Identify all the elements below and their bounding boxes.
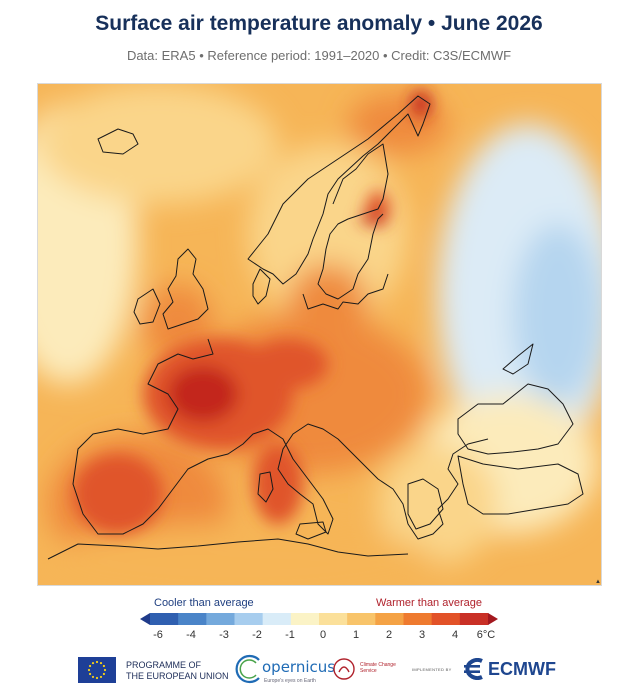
legend-swatch bbox=[178, 613, 207, 625]
iberia-hot bbox=[73, 454, 163, 534]
legend-swatch bbox=[375, 613, 404, 625]
map-canvas: ▲ bbox=[38, 84, 601, 585]
eu-star-icon bbox=[87, 668, 91, 672]
legend-swatch bbox=[347, 613, 376, 625]
legend-tick-label: 2 bbox=[385, 629, 393, 641]
page-subtitle: Data: ERA5 • Reference period: 1991–2020… bbox=[126, 48, 512, 63]
legend-swatch bbox=[403, 613, 433, 625]
coast-iceland bbox=[97, 128, 139, 155]
coast-denmark bbox=[252, 268, 271, 305]
eu-line-1: PROGRAMME OF bbox=[126, 660, 202, 670]
eu-star-icon bbox=[88, 672, 92, 676]
legend-swatch bbox=[234, 613, 264, 625]
legend-tick-label: -4 bbox=[186, 629, 196, 641]
legend-swatch bbox=[431, 613, 461, 625]
legend-tick-label: -2 bbox=[252, 629, 262, 641]
coast-crimea bbox=[502, 343, 534, 375]
legend-tick-label: 4 bbox=[451, 629, 459, 641]
coast-greece bbox=[407, 478, 444, 530]
eu-line-2: THE EUROPEAN UNION bbox=[126, 671, 229, 681]
east-cooler-area bbox=[513, 224, 601, 404]
kola-very-hot bbox=[411, 90, 431, 118]
legend-cool-label: Cooler than average bbox=[154, 597, 254, 609]
legend-swatch bbox=[319, 613, 348, 625]
legend-tick-label: 3 bbox=[418, 629, 426, 641]
baltic-warm bbox=[288, 264, 368, 344]
map-corner-mark: ▲ bbox=[595, 579, 601, 585]
copernicus-tagline: Europe's eyes on Earth bbox=[264, 678, 316, 684]
germany-hot bbox=[248, 339, 328, 389]
legend-tick-label: 1 bbox=[352, 629, 360, 641]
legend-arrow-cold bbox=[140, 613, 150, 625]
coast-british bbox=[162, 248, 209, 330]
coast-baltic bbox=[302, 273, 389, 310]
logo-bar: PROGRAMME OF THE EUROPEAN UNION opernicu… bbox=[0, 650, 638, 690]
coast-sicily bbox=[295, 521, 327, 540]
anomaly-map: ▲ bbox=[37, 83, 602, 586]
coast-scandinavia bbox=[247, 95, 431, 285]
scandinavia-band bbox=[248, 144, 408, 324]
eu-star-icon bbox=[88, 664, 92, 668]
coast-turkey bbox=[457, 455, 584, 515]
legend-swatch bbox=[262, 613, 292, 625]
gulf-very-hot bbox=[359, 214, 387, 224]
eu-star-icon bbox=[91, 675, 95, 679]
legend-swatch bbox=[150, 613, 179, 625]
coast-sardinia bbox=[257, 471, 274, 503]
legend-tick-label: 6°C bbox=[476, 629, 496, 641]
atlantic-north bbox=[38, 84, 278, 204]
coast-finland bbox=[317, 143, 389, 300]
legend-swatch bbox=[206, 613, 235, 625]
copernicus-wordmark: opernicus bbox=[262, 658, 336, 676]
coast-north-africa bbox=[47, 538, 409, 560]
ecmwf-logo-icon bbox=[464, 658, 483, 680]
copernicus-logo-icon bbox=[235, 654, 260, 684]
eu-star-icon bbox=[102, 672, 106, 676]
france-very-hot bbox=[168, 366, 238, 422]
eu-star-icon bbox=[102, 664, 106, 668]
eu-star-icon bbox=[95, 660, 99, 664]
legend-arrow-hot bbox=[488, 613, 498, 625]
legend-tick-label: 0 bbox=[319, 629, 327, 641]
balkans-region bbox=[378, 444, 498, 564]
c3s-logo-icon bbox=[333, 658, 355, 680]
eu-star-icon bbox=[95, 676, 99, 680]
coast-ireland bbox=[133, 288, 161, 325]
implemented-by-text: IMPLEMENTED BY bbox=[412, 667, 452, 672]
c3s-text: Climate Change Service bbox=[360, 662, 396, 674]
ecmwf-wordmark: ECMWF bbox=[488, 659, 556, 679]
coast-black-sea bbox=[457, 383, 574, 455]
eu-star-icon bbox=[99, 661, 103, 665]
eu-star-icon bbox=[91, 661, 95, 665]
italy-hot bbox=[253, 444, 303, 524]
legend-tick-label: -6 bbox=[153, 629, 163, 641]
eu-flag-icon bbox=[78, 657, 116, 683]
legend-swatch bbox=[459, 613, 489, 625]
legend-tick-label: -3 bbox=[219, 629, 229, 641]
page-title: Surface air temperature anomaly • June 2… bbox=[95, 12, 543, 35]
legend-warm-label: Warmer than average bbox=[376, 597, 482, 609]
legend-colorbar bbox=[140, 613, 498, 625]
legend-swatch bbox=[290, 613, 320, 625]
eu-star-icon bbox=[99, 675, 103, 679]
eu-programme-text: PROGRAMME OF THE EUROPEAN UNION bbox=[126, 660, 229, 682]
coast-continent-west bbox=[72, 338, 489, 540]
legend-tick-label: -1 bbox=[285, 629, 295, 641]
legend: Cooler than average Warmer than average … bbox=[140, 597, 498, 647]
legend-ticks: -6 -4 -3 -2 -1 0 1 2 3 4 6°C bbox=[140, 629, 498, 645]
north-africa bbox=[38, 524, 438, 585]
eu-star-icon bbox=[103, 668, 107, 672]
